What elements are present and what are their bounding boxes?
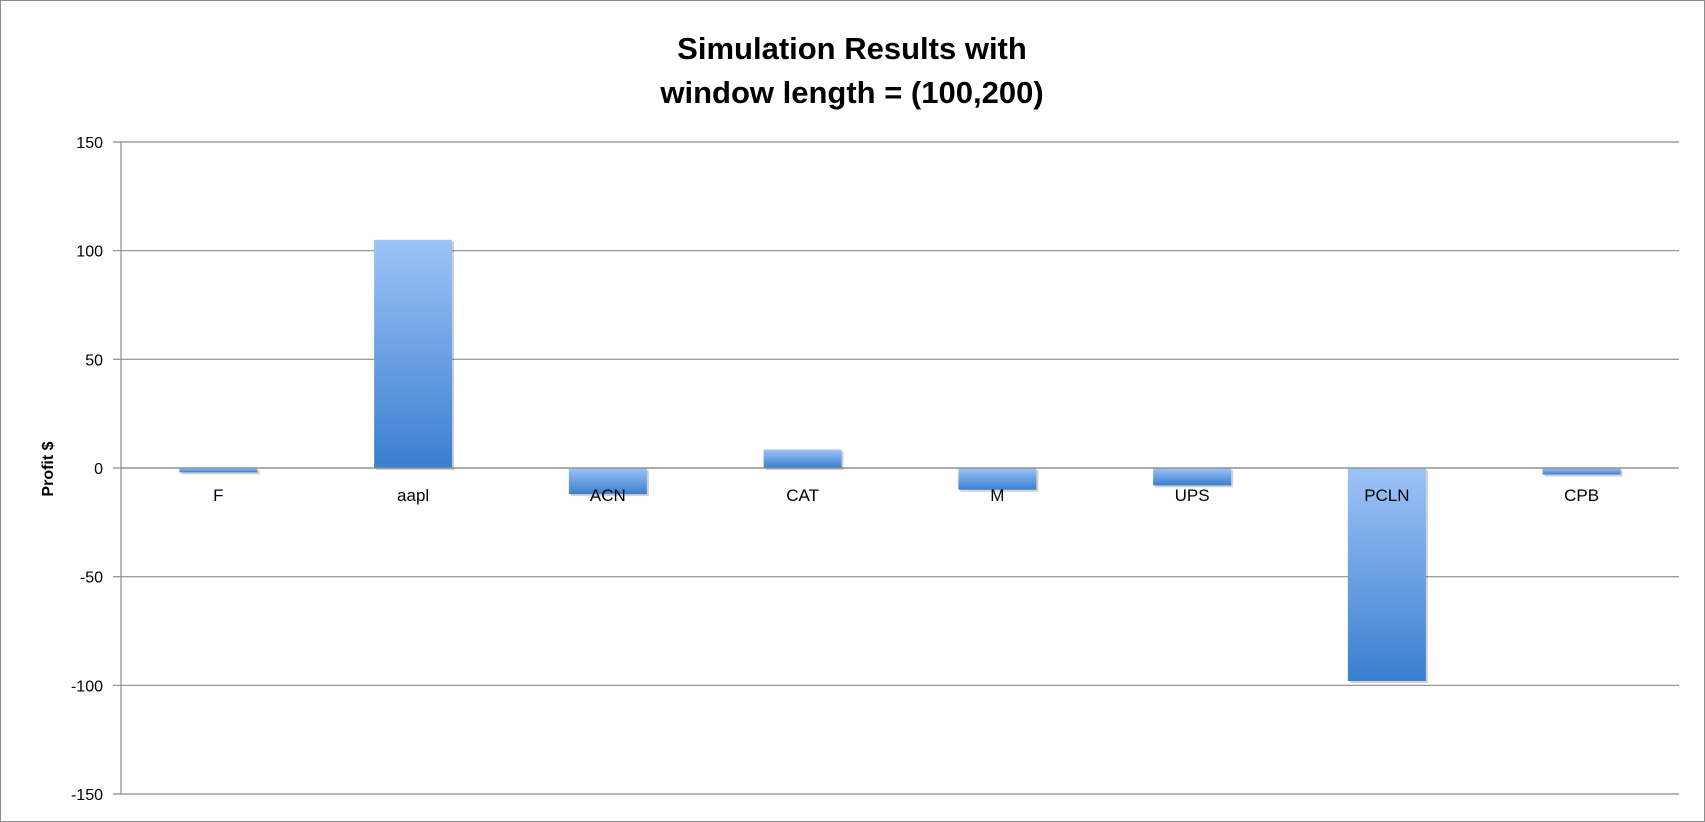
x-category-label: M <box>990 486 1004 505</box>
bar-ups <box>1153 468 1232 486</box>
chart-title-line-2: window length = (100,200) <box>659 75 1043 110</box>
bar-cat <box>763 449 842 468</box>
x-category-label: CAT <box>786 486 819 505</box>
y-tick-label: -150 <box>71 787 103 804</box>
x-category-label: ACN <box>590 486 626 505</box>
bar-pcln <box>1347 468 1426 681</box>
bar-f <box>179 468 258 473</box>
y-axis-ticks: 150 100 50 0 -50 -100 -150 <box>71 135 103 804</box>
y-tick-label: 0 <box>94 461 103 478</box>
bar-aapl <box>374 239 453 468</box>
chart-title-line-1: Simulation Results with <box>677 31 1027 66</box>
y-tick-label: 100 <box>76 244 103 261</box>
y-tick-label: 150 <box>76 135 103 152</box>
bar-acn <box>568 468 647 495</box>
x-category-label: F <box>213 486 223 505</box>
x-category-label: aapl <box>397 486 429 505</box>
y-tick-label: -100 <box>71 678 103 695</box>
bars <box>179 239 1623 683</box>
bar-m <box>958 468 1037 490</box>
y-axis-title: Profit $ <box>40 441 57 496</box>
x-category-label: CPB <box>1564 486 1599 505</box>
y-tick-label: 50 <box>85 352 103 369</box>
x-category-label: UPS <box>1175 486 1210 505</box>
chart-title: Simulation Results with window length = … <box>659 31 1043 110</box>
y-tick-label: -50 <box>80 570 103 587</box>
x-category-label: PCLN <box>1364 486 1409 505</box>
axes <box>120 142 1679 794</box>
bar-cpb <box>1542 468 1621 475</box>
